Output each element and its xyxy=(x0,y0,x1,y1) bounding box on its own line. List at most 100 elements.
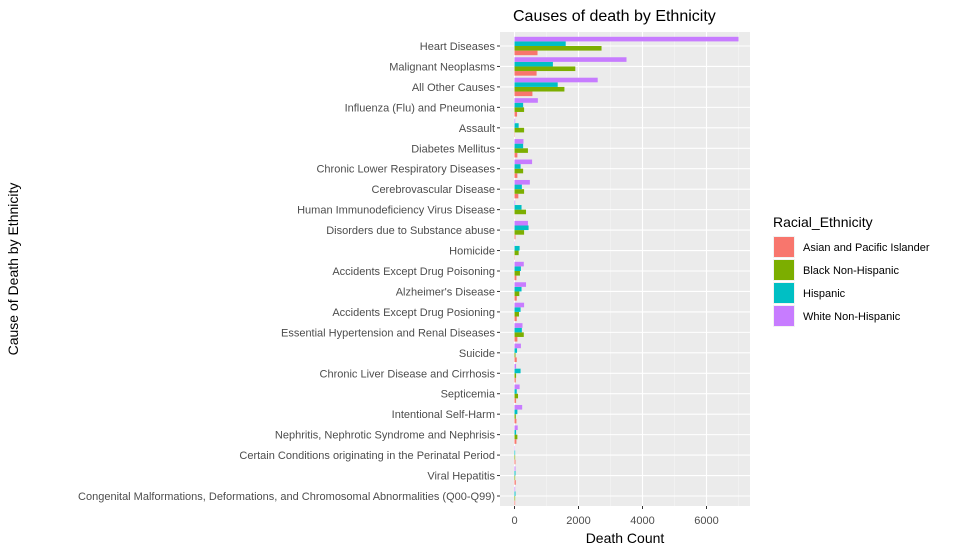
bar xyxy=(514,384,520,390)
bar xyxy=(514,50,538,56)
bar xyxy=(514,245,520,251)
bar xyxy=(514,98,538,103)
y-tick-label: Assault xyxy=(459,123,495,135)
bar xyxy=(514,368,521,374)
bar xyxy=(514,266,521,271)
y-tick-label: Alzheimer's Disease xyxy=(396,286,495,298)
x-tick-label: 0 xyxy=(511,515,517,527)
bar xyxy=(514,66,576,72)
y-tick-label: Septicemia xyxy=(441,389,496,401)
bar xyxy=(514,450,516,456)
bar xyxy=(514,480,516,485)
bar xyxy=(514,220,528,226)
y-tick-label: Essential Hypertension and Renal Disease… xyxy=(281,327,496,339)
bar xyxy=(514,91,533,97)
bar xyxy=(514,455,516,460)
x-tick-label: 6000 xyxy=(694,515,718,527)
bar xyxy=(514,200,516,206)
y-tick-label: Certain Conditions originating in the Pe… xyxy=(239,450,495,462)
y-tick-label: Suicide xyxy=(459,348,495,360)
bar xyxy=(514,327,522,333)
y-tick-label: Homicide xyxy=(449,246,495,258)
bar xyxy=(514,230,525,235)
bar xyxy=(514,296,517,301)
x-tick-label: 4000 xyxy=(630,515,654,527)
bar xyxy=(514,189,525,194)
bar xyxy=(514,377,516,383)
x-tick-labels: 0 2000 4000 6000 xyxy=(511,506,719,527)
bar xyxy=(514,404,523,410)
bar xyxy=(514,261,524,267)
bar xyxy=(514,291,520,297)
bar xyxy=(514,475,516,481)
bar xyxy=(514,439,517,444)
y-tick-label: Heart Diseases xyxy=(420,41,496,53)
bar xyxy=(514,159,533,165)
bar xyxy=(514,496,516,501)
legend: Racial_Ethnicity Asian and Pacific Islan… xyxy=(773,214,930,327)
x-tick-label: 2000 xyxy=(566,515,590,527)
bar xyxy=(514,434,518,440)
legend-swatch xyxy=(774,237,794,257)
bar xyxy=(514,179,530,185)
y-tick-label: Diabetes Mellitus xyxy=(411,143,495,155)
bar xyxy=(514,205,522,210)
y-tick-label: Congenital Malformations, Deformations, … xyxy=(78,491,495,503)
bar xyxy=(514,466,516,471)
bar xyxy=(514,459,516,465)
y-tick-label: Accidents Except Drug Posioning xyxy=(332,307,495,319)
bar xyxy=(514,357,517,363)
bar xyxy=(514,61,553,67)
bar xyxy=(514,148,528,153)
bars xyxy=(514,36,739,506)
bar xyxy=(514,118,516,124)
bar xyxy=(514,143,524,149)
y-tick-label: Cerebrovascular Disease xyxy=(372,184,496,196)
plot-panel xyxy=(500,32,750,506)
bar xyxy=(514,409,518,415)
bar xyxy=(514,209,527,215)
bar xyxy=(514,414,516,419)
x-axis-title: Death Count xyxy=(586,530,665,546)
bar xyxy=(514,393,519,399)
bar xyxy=(514,193,519,199)
bar xyxy=(514,275,517,281)
y-tick-label: Nephritis, Nephrotic Syndrome and Nephri… xyxy=(275,430,496,442)
bar xyxy=(514,364,517,369)
y-tick-label: Disorders due to Substance abuse xyxy=(326,225,495,237)
bar xyxy=(514,418,517,424)
bar xyxy=(514,164,521,169)
legend-swatch xyxy=(774,306,794,326)
bar xyxy=(514,311,519,317)
bar xyxy=(514,102,524,108)
bar xyxy=(514,168,524,174)
bar xyxy=(514,57,627,62)
bar xyxy=(514,430,517,435)
bar xyxy=(514,234,516,240)
bar xyxy=(514,373,517,378)
bar xyxy=(514,139,524,144)
bar xyxy=(514,389,517,394)
bar xyxy=(514,36,739,42)
bar xyxy=(514,352,516,358)
bar xyxy=(514,46,602,51)
bar xyxy=(514,491,516,496)
bar xyxy=(514,470,516,476)
y-tick-label: Influenza (Flu) and Pneumonia xyxy=(345,102,496,114)
y-axis-title: Cause of Death by Ethnicity xyxy=(5,183,21,356)
y-tick-label: Accidents Except Drug Poisoning xyxy=(332,266,495,278)
legend-label: Asian and Pacific Islander xyxy=(803,242,930,254)
bar xyxy=(514,86,565,92)
legend-label: White Non-Hispanic xyxy=(803,311,901,323)
bar xyxy=(514,343,521,349)
bar xyxy=(514,348,518,353)
bar xyxy=(514,107,525,112)
y-tick-label: Human Immunodeficiency Virus Disease xyxy=(297,205,495,217)
bar xyxy=(514,152,518,158)
bar xyxy=(514,500,516,506)
y-tick-labels: Heart Diseases Malignant Neoplasms All Oth… xyxy=(78,41,500,503)
y-tick-label: Chronic Lower Respiratory Diseases xyxy=(316,164,495,176)
legend-swatch xyxy=(774,260,794,280)
y-tick-label: Viral Hepatitis xyxy=(427,471,495,483)
